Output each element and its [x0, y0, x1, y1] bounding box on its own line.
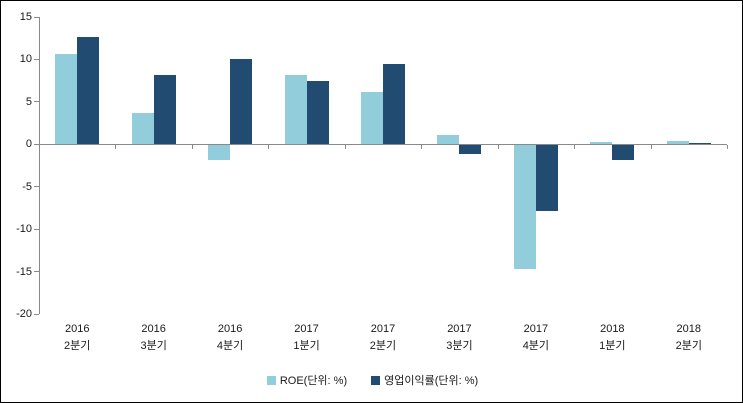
x-axis-tick	[344, 145, 346, 150]
x-axis-category-line: 2018	[600, 323, 625, 335]
y-axis-line	[39, 17, 40, 314]
bar-opm-9	[688, 142, 711, 145]
bar-roe-9	[666, 140, 689, 145]
x-axis-category-line: 3분기	[140, 340, 167, 352]
x-axis-category-label: 2016 2분기	[39, 321, 115, 355]
x-axis-category-line: 2017	[370, 323, 396, 335]
y-axis-tick-label: -20	[16, 308, 32, 320]
bar-opm-6	[459, 144, 482, 154]
x-axis-category-line: 3분기	[446, 340, 473, 352]
x-axis-category-line: 2016	[64, 323, 90, 335]
x-axis-tick	[191, 145, 193, 150]
bar-roe-3	[208, 144, 231, 161]
legend: ROE(단위: %) 영업이익률(단위: %)	[1, 372, 742, 388]
x-axis-tick	[727, 145, 728, 150]
y-axis-tick	[34, 186, 39, 188]
y-axis-tick	[34, 16, 39, 18]
x-axis-category-line: 2018	[676, 323, 701, 335]
x-axis-category-line: 1분기	[599, 340, 626, 352]
y-axis-tick-label: -15	[16, 265, 32, 278]
legend-swatch-icon	[371, 375, 381, 385]
x-axis-category-line: 1분기	[293, 340, 320, 352]
bar-opm-5	[383, 63, 405, 145]
x-axis-category-line: 2분기	[369, 340, 397, 352]
y-axis-tick	[34, 271, 39, 273]
bar-opm-1	[77, 37, 100, 145]
legend-swatch-icon	[266, 375, 276, 385]
x-axis-category-line: 4분기	[216, 340, 244, 352]
y-axis-tick-label: 5	[25, 95, 32, 108]
x-axis-category-label: 2017 4분기	[498, 321, 574, 355]
x-axis-category-label: 2016 3분기	[115, 321, 191, 355]
y-axis-tick	[34, 228, 39, 230]
bar-roe-4	[284, 74, 307, 145]
legend-item-roe: ROE(단위: %)	[266, 372, 348, 388]
x-axis-category-line: 4분기	[522, 340, 550, 352]
x-axis-category-line: 2017	[523, 323, 549, 335]
x-axis-category-label: 2018 2분기	[651, 321, 727, 355]
bar-roe-1	[55, 54, 78, 145]
bar-opm-4	[306, 81, 329, 145]
bar-opm-8	[612, 144, 635, 161]
x-axis-tick	[497, 145, 499, 150]
bar-opm-7	[535, 144, 558, 212]
x-axis-category-line: 2분기	[675, 340, 702, 352]
y-axis-tick-label: 10	[19, 53, 32, 66]
bar-roe-5	[361, 91, 383, 145]
x-axis-category-line: 2016	[217, 323, 243, 335]
x-axis-tick	[268, 145, 270, 150]
y-axis-tick	[34, 143, 39, 145]
x-axis-category-label: 2017 1분기	[268, 321, 344, 355]
x-axis-tick	[39, 145, 40, 150]
x-axis-category-label: 2018 1분기	[574, 321, 650, 355]
x-axis-tick	[115, 145, 117, 150]
x-axis-category-line: 2016	[141, 323, 166, 335]
bar-opm-2	[153, 74, 176, 145]
y-axis-tick-label: -10	[16, 223, 32, 236]
x-axis-tick	[421, 145, 423, 150]
x-axis-category-line: 2017	[294, 323, 319, 335]
legend-label: 영업이익률(단위: %)	[384, 375, 479, 387]
bar-roe-7	[513, 144, 536, 270]
y-axis-tick	[34, 58, 39, 60]
bar-roe-8	[590, 141, 613, 145]
y-axis-tick-label: 0	[25, 138, 32, 151]
x-axis-line	[39, 144, 727, 146]
x-axis-category-line: 2분기	[64, 340, 91, 352]
y-axis-tick	[34, 101, 39, 103]
bar-opm-3	[230, 58, 253, 145]
x-axis-tick	[650, 145, 652, 150]
bar-roe-6	[437, 134, 460, 145]
x-axis-category-label: 2016 4분기	[192, 321, 268, 355]
x-axis-category-label: 2017 2분기	[345, 321, 421, 355]
y-axis-tick-label: 15	[19, 11, 32, 23]
x-axis-tick	[574, 145, 576, 150]
x-axis-category-line: 2017	[447, 323, 472, 335]
x-axis-category-label: 2017 3분기	[421, 321, 497, 355]
y-axis-tick	[34, 313, 39, 315]
bar-roe-2	[131, 112, 154, 145]
legend-label: ROE(단위: %)	[279, 375, 348, 387]
legend-item-opm: 영업이익률(단위: %)	[371, 372, 478, 388]
y-axis-tick-label: -5	[22, 180, 32, 193]
